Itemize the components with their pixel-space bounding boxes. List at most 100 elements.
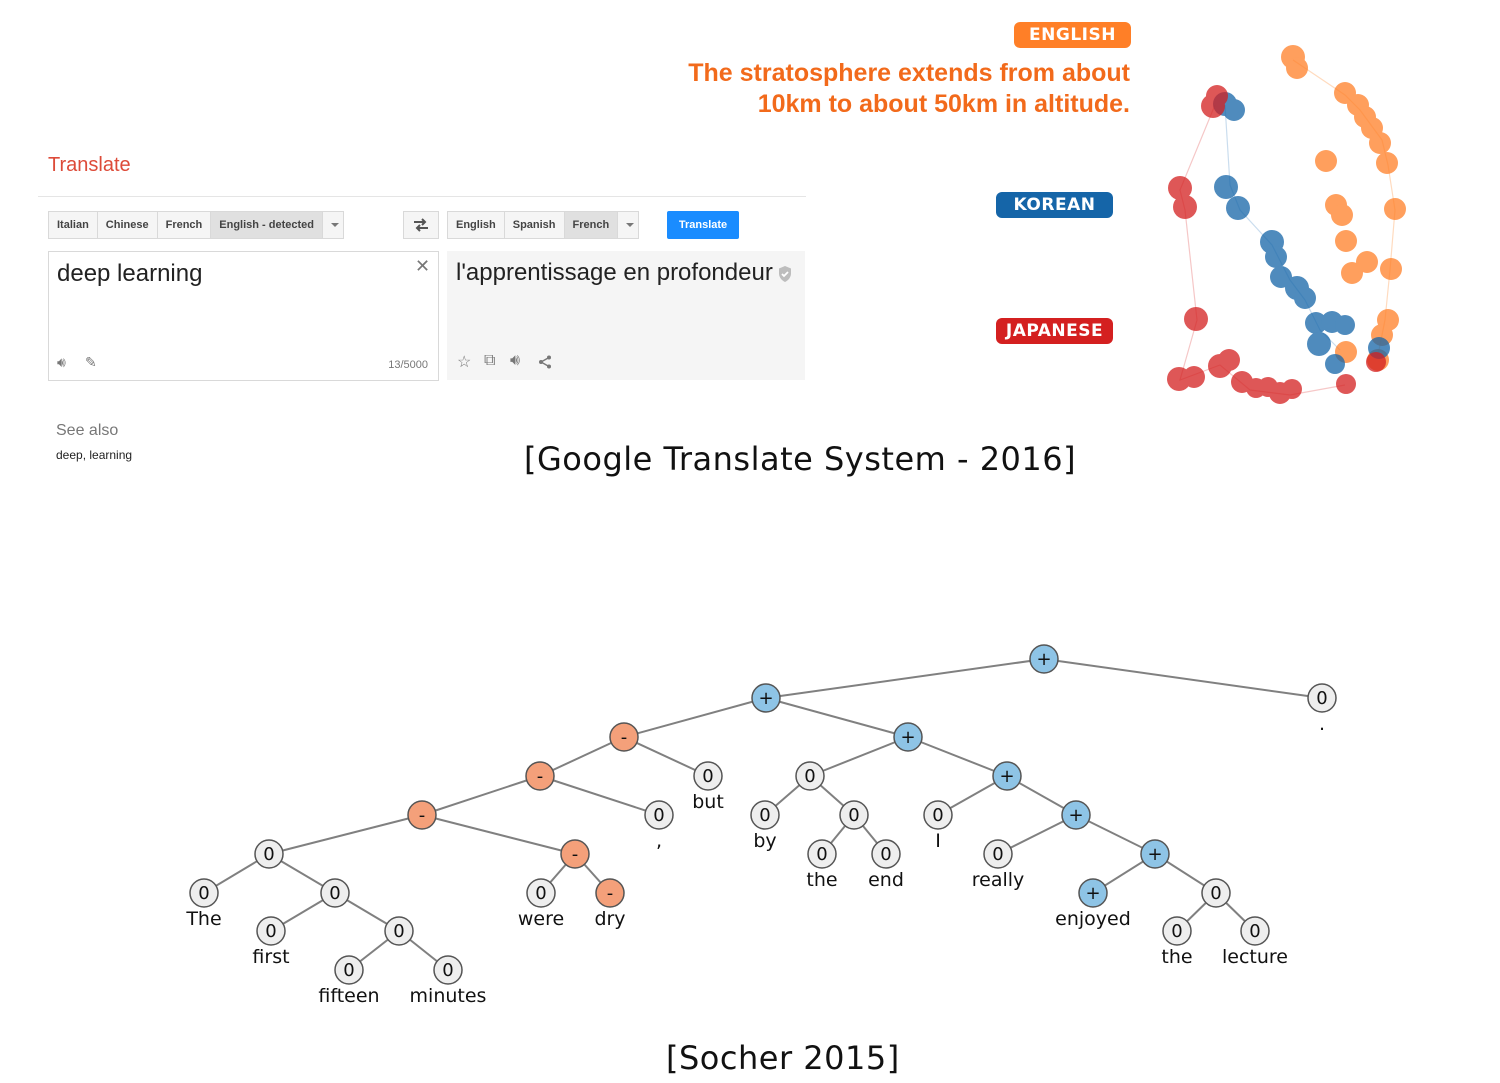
tree-node-sentiment: 0 xyxy=(393,921,404,942)
tree-node-circle xyxy=(795,761,825,791)
tree-leaf-word: really xyxy=(972,869,1025,891)
tree-node-circle xyxy=(839,800,869,830)
tree-node-circle xyxy=(254,839,284,869)
tree-node-circle xyxy=(560,839,590,869)
tree-node-sentiment: - xyxy=(621,727,628,748)
speaker-icon[interactable]: 🔊︎ xyxy=(57,354,66,370)
source-text[interactable]: deep learning xyxy=(57,260,203,287)
clear-icon[interactable]: ✕ xyxy=(415,256,431,276)
tree-leaf-word: lecture xyxy=(1222,946,1288,968)
tree-node-sentiment: + xyxy=(900,727,915,748)
tree-leaf-word: , xyxy=(656,830,662,852)
example-sentence-line-1: The stratosphere extends from about xyxy=(688,59,1130,87)
tree-node: 0 but xyxy=(692,761,724,813)
tree-node-circle xyxy=(595,878,625,908)
tree-leaf-word: dry xyxy=(594,908,625,930)
tree-edge xyxy=(907,736,1008,777)
see-also-words[interactable]: deep, learning xyxy=(56,448,133,462)
tree-node: 0I xyxy=(923,800,953,852)
translate-button[interactable]: Translate xyxy=(667,211,739,239)
embedding-scatter xyxy=(1167,45,1406,404)
target-lang-dropdown-icon[interactable] xyxy=(617,211,640,239)
tree-node-circle xyxy=(871,839,901,869)
tree-leaf-word: first xyxy=(252,946,289,968)
tree-node: 0 by xyxy=(750,800,780,852)
tree-node-circle xyxy=(433,955,463,985)
target-lang-french[interactable]: French xyxy=(563,211,618,239)
caption-socher: [Socher 2015] xyxy=(666,1039,900,1077)
tree-node-circle xyxy=(983,839,1013,869)
copy-icon[interactable]: ⧉ xyxy=(484,352,496,369)
source-lang-detected[interactable]: English - detected xyxy=(210,211,323,239)
tree-node-circle xyxy=(1078,878,1108,908)
tree-node-circle xyxy=(923,800,953,830)
tree-node-circle xyxy=(751,683,781,713)
tree-leaf-word: minutes xyxy=(410,985,487,1007)
tree-node: 0, xyxy=(644,800,674,852)
pencil-icon[interactable]: ✎ xyxy=(85,354,97,370)
source-lang-italian[interactable]: Italian xyxy=(48,211,97,239)
tree-edge xyxy=(765,658,1045,699)
tree-node: + xyxy=(1140,839,1170,869)
target-lang-spanish[interactable]: Spanish xyxy=(503,211,564,239)
tree-leaf-word: by xyxy=(753,830,776,852)
tree-node-sentiment: 0 xyxy=(848,805,859,826)
tree-leaf-word: but xyxy=(692,791,724,813)
share-icon[interactable] xyxy=(538,355,552,369)
source-lang-french[interactable]: French xyxy=(156,211,211,239)
tree-node: 0 fifteen xyxy=(318,955,380,1007)
target-lang-english[interactable]: English xyxy=(447,211,504,239)
tree-node-circle xyxy=(609,722,639,752)
star-icon[interactable]: ☆ xyxy=(457,354,472,371)
caption-google-translate: [Google Translate System - 2016] xyxy=(524,440,1077,478)
tree-edge xyxy=(809,736,909,777)
tree-node: 0 minutes xyxy=(410,955,487,1007)
swap-icon xyxy=(414,218,428,232)
tree-node-sentiment: + xyxy=(1036,649,1051,670)
verified-shield-icon xyxy=(779,266,791,282)
tree-node-sentiment: + xyxy=(1068,805,1083,826)
japanese-points xyxy=(1167,85,1386,404)
tree-node-sentiment: 0 xyxy=(343,960,354,981)
tree-node: 0 were xyxy=(518,878,564,930)
tree-node: + enjoyed xyxy=(1055,878,1131,930)
tree-node-circle xyxy=(1061,800,1091,830)
target-language-bar: English Spanish French xyxy=(447,211,640,239)
tree-node-circle xyxy=(334,955,364,985)
source-language-bar: Italian Chinese French English - detecte… xyxy=(48,211,345,239)
tree-leaf-word: I xyxy=(935,830,941,852)
tree-node-circle xyxy=(526,878,556,908)
tree-node-sentiment: + xyxy=(999,766,1014,787)
tree-leaf-word: end xyxy=(868,869,904,891)
tree-node-circle xyxy=(189,878,219,908)
tree-leaf-word: enjoyed xyxy=(1055,908,1131,930)
tree-node: + xyxy=(893,722,923,752)
tree-node-sentiment: - xyxy=(419,805,426,826)
source-lang-chinese[interactable]: Chinese xyxy=(96,211,157,239)
tree-node: 0 xyxy=(384,916,414,946)
speaker-icon[interactable]: 🔊︎ xyxy=(510,352,521,369)
swap-languages-button[interactable] xyxy=(403,211,439,239)
tree-leaf-word: the xyxy=(806,869,837,891)
tree-edge xyxy=(623,697,767,738)
tree-node-sentiment: 0 xyxy=(1249,921,1260,942)
tree-node-circle xyxy=(256,916,286,946)
translate-title: Translate xyxy=(48,154,131,176)
source-lang-dropdown-icon[interactable] xyxy=(322,211,345,239)
tree-node: 0 xyxy=(839,800,869,830)
tree-edge xyxy=(623,736,709,777)
korean-points xyxy=(1213,92,1390,374)
tree-node: + xyxy=(1061,800,1091,830)
tree-node-circle xyxy=(1029,644,1059,674)
tree-node: - xyxy=(407,800,437,830)
tree-node: 0 end xyxy=(868,839,904,891)
tree-node-sentiment: 0 xyxy=(880,844,891,865)
japanese-label: JAPANESE xyxy=(996,318,1113,344)
tree-node-circle xyxy=(693,761,723,791)
tree-node-sentiment: + xyxy=(758,688,773,709)
tree-node-circle xyxy=(1162,916,1192,946)
tree-node-sentiment: 0 xyxy=(804,766,815,787)
tree-node-sentiment: 0 xyxy=(442,960,453,981)
source-text-area[interactable]: deep learning ✕ 🔊︎ ✎ 13/5000 xyxy=(48,251,439,381)
tree-node: 0 lecture xyxy=(1222,916,1288,968)
